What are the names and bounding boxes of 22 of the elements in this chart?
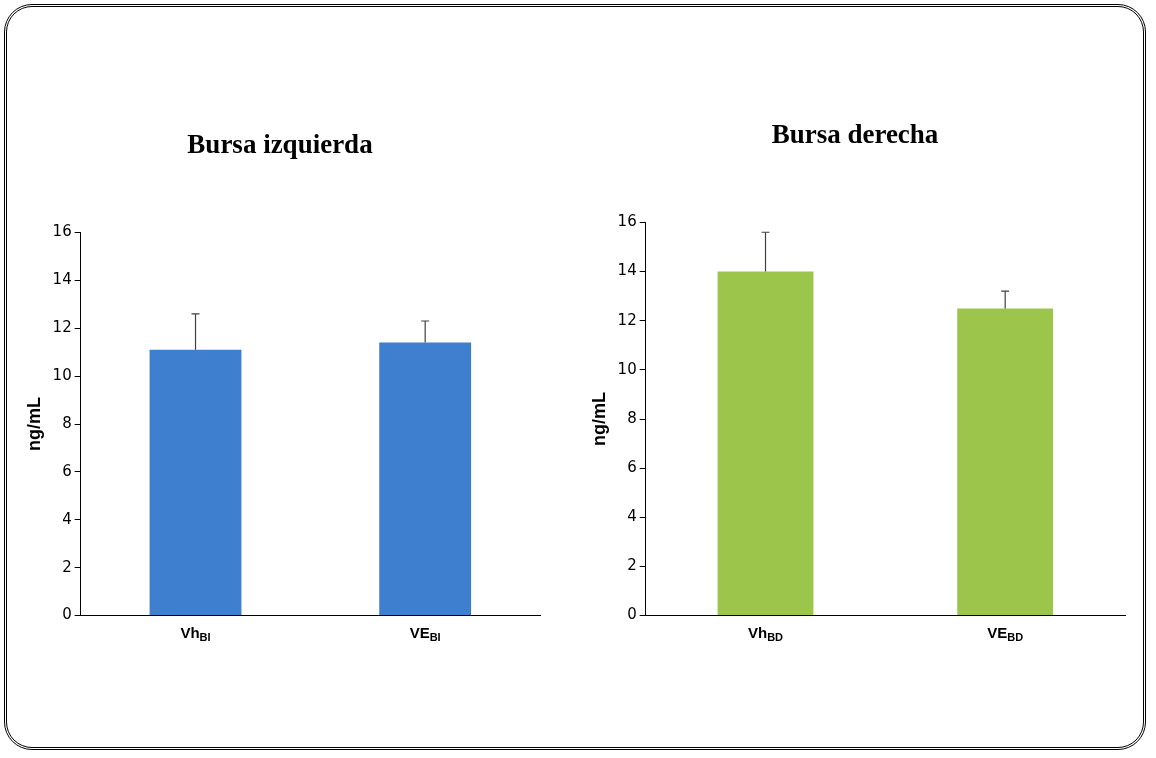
- y-tick-label: 4: [627, 507, 637, 526]
- chart-title: Bursa izquierda: [187, 129, 374, 160]
- y-axis-title: ng/mL: [23, 397, 44, 451]
- y-tick-label: 2: [627, 556, 637, 575]
- y-tick-label: 12: [617, 310, 637, 329]
- y-tick-label: 6: [627, 458, 637, 477]
- y-tick-label: 4: [62, 509, 72, 528]
- y-tick-label: 16: [617, 212, 637, 231]
- y-tick-label: 8: [627, 408, 637, 427]
- y-tick-label: 10: [617, 359, 637, 378]
- y-axis-title: ng/mL: [588, 392, 609, 446]
- y-tick-label: 14: [52, 270, 72, 289]
- y-tick-label: 2: [62, 557, 72, 576]
- y-tick-label: 0: [62, 605, 72, 624]
- y-tick-label: 16: [52, 222, 72, 241]
- y-tick-label: 6: [62, 461, 72, 480]
- chart-title: Bursa derecha: [771, 119, 939, 150]
- y-tick-label: 0: [627, 605, 637, 624]
- y-tick-label: 8: [62, 413, 72, 432]
- y-tick-label: 14: [617, 261, 637, 280]
- y-tick-label: 12: [52, 318, 72, 337]
- y-tick-label: 10: [52, 365, 72, 384]
